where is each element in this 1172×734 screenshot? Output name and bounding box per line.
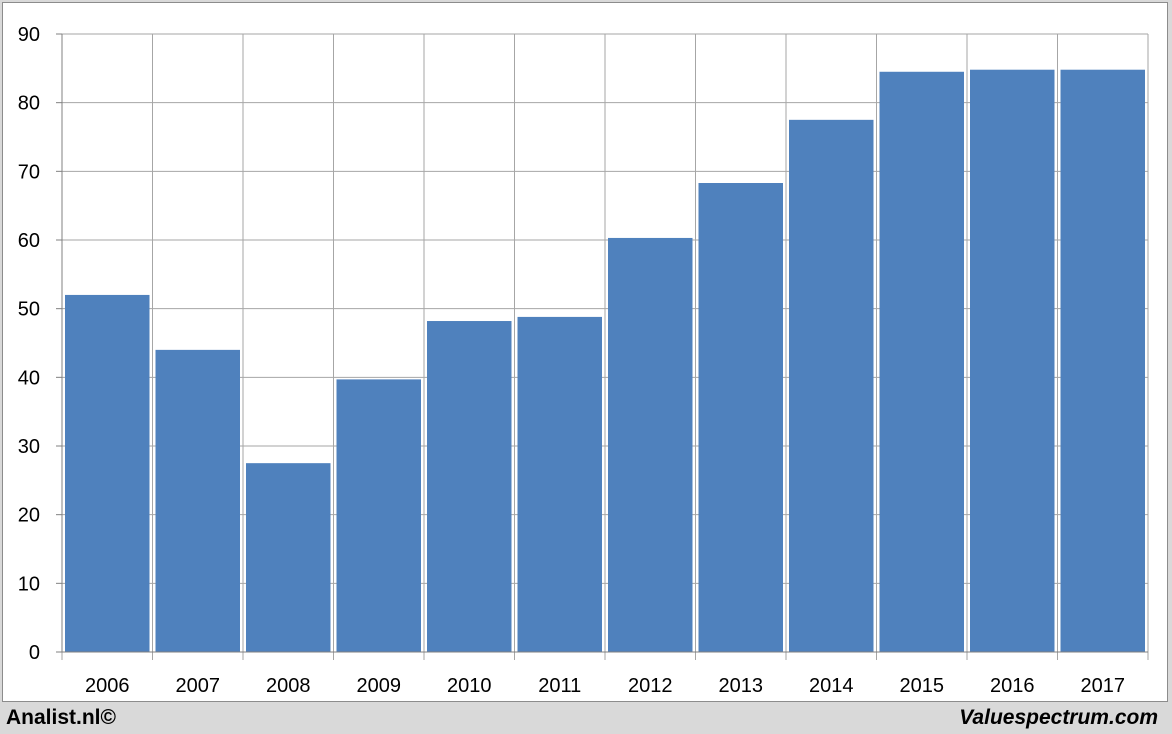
bars [65, 69, 1145, 653]
bar-2011 [517, 316, 602, 652]
y-tick-label: 20 [18, 505, 40, 527]
y-tick-label: 40 [18, 367, 40, 389]
y-tick-label: 50 [18, 299, 40, 321]
y-tick-label: 70 [18, 161, 40, 183]
x-tick-label: 2015 [900, 675, 945, 697]
bar-2006 [65, 294, 150, 652]
bar-2012 [608, 237, 693, 652]
axes [56, 33, 1148, 653]
footer-right-credit: Valuespectrum.com [959, 706, 1158, 729]
y-axis-ticks: 0 10 20 30 40 50 60 70 80 90 [18, 24, 40, 664]
y-tick-label: 30 [18, 436, 40, 458]
x-tick-label: 2016 [990, 675, 1035, 697]
bar-2017 [1060, 69, 1145, 652]
bar-2015 [879, 71, 964, 653]
x-tick-label: 2017 [1081, 675, 1126, 697]
x-tick-label: 2012 [628, 675, 673, 697]
y-tick-label: 10 [18, 573, 40, 595]
footer-left-credit: Analist.nl© [6, 706, 116, 729]
bar-2016 [970, 69, 1055, 652]
y-tick-label: 0 [29, 642, 40, 664]
x-tick-label: 2013 [719, 675, 764, 697]
x-tick-label: 2006 [85, 675, 130, 697]
y-tick-label: 90 [18, 24, 40, 46]
x-tick-label: 2007 [176, 675, 221, 697]
bar-2008 [246, 463, 331, 652]
bar-2010 [427, 321, 512, 652]
y-tick-label: 60 [18, 230, 40, 252]
x-tick-label: 2009 [357, 675, 402, 697]
y-tick-label: 80 [18, 93, 40, 115]
x-tick-label: 2008 [266, 675, 311, 697]
bar-2007 [155, 349, 240, 652]
x-tick-label: 2010 [447, 675, 492, 697]
bar-2009 [336, 379, 421, 652]
bar-2014 [789, 119, 874, 653]
bar-2013 [698, 183, 783, 653]
x-tick-label: 2011 [538, 675, 581, 697]
x-axis-ticks: 2006 2007 2008 2009 2010 2011 2012 2013 2014 2015… [85, 675, 1125, 697]
x-tick-label: 2014 [809, 675, 854, 697]
